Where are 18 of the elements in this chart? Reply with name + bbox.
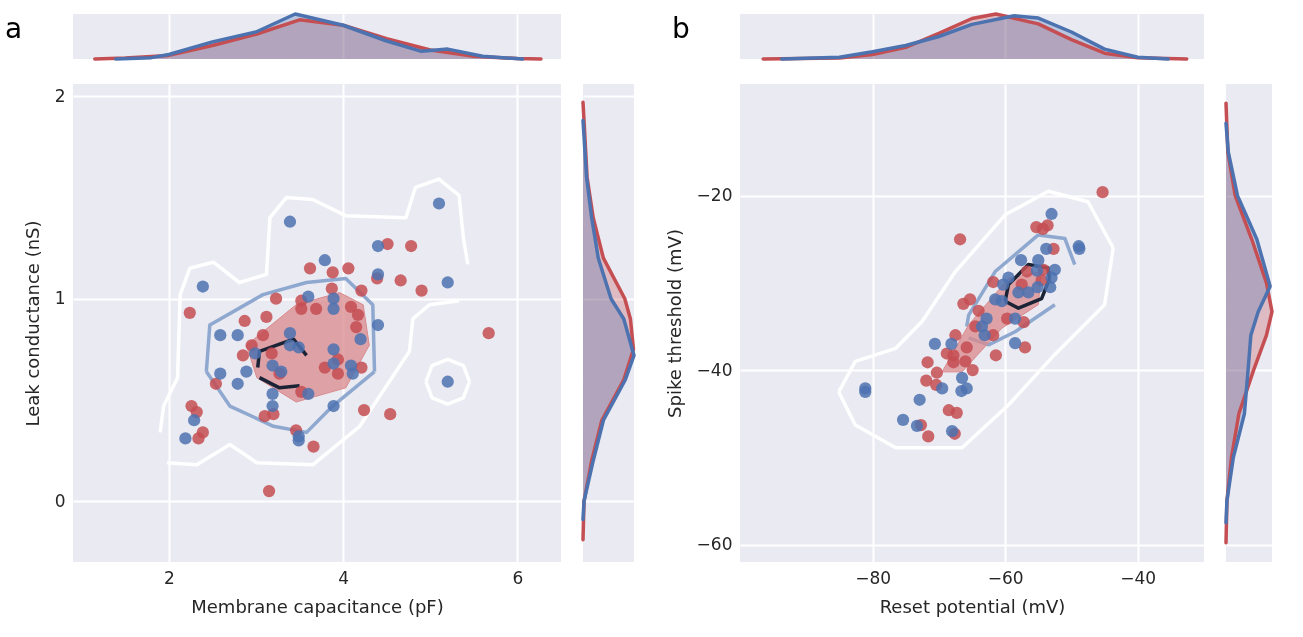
x-tick-label: 4 [338, 567, 350, 588]
x-tick-label: 2 [163, 567, 175, 588]
x-tick-label: −80 [855, 567, 892, 588]
y-tick-label: −20 [696, 185, 733, 206]
y-tick-label: −60 [696, 534, 733, 555]
y-axis-title: Spike threshold (mV) [663, 229, 685, 418]
x-axis-title: Membrane capacitance (pF) [191, 595, 444, 617]
chart-title: a [5, 12, 23, 45]
chart-title: b [672, 12, 690, 45]
y-tick-label: −40 [696, 359, 733, 380]
y-tick-label: 1 [54, 288, 66, 309]
y-axis-title: Leak conductance (nS) [21, 220, 43, 427]
x-axis-title: Reset potential (mV) [879, 595, 1066, 617]
x-tick-label: 6 [512, 567, 524, 588]
x-tick-label: −60 [987, 567, 1024, 588]
y-tick-label: 2 [54, 85, 66, 106]
y-tick-label: 0 [54, 490, 66, 511]
x-tick-label: −40 [1120, 567, 1157, 588]
